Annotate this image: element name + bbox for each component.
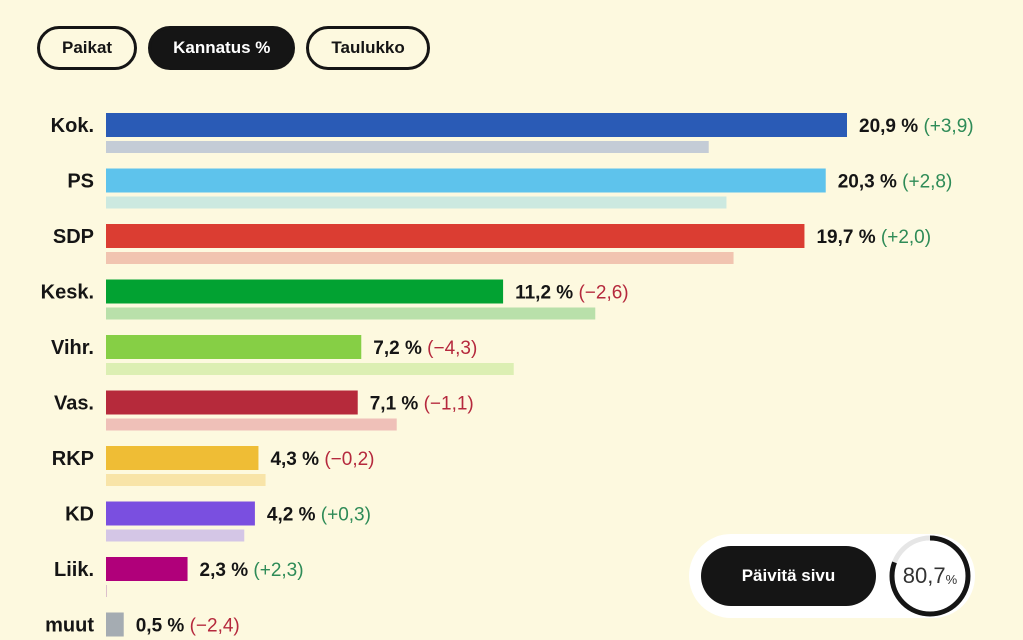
value-label-2: 19,7 % (+2,0)	[816, 227, 931, 248]
party-label-9: muut	[45, 615, 94, 637]
change-label-8: (+2,3)	[253, 560, 303, 581]
current-bar-4	[106, 335, 362, 359]
previous-bar-2	[106, 252, 734, 264]
progress-value: 80,7	[902, 563, 946, 588]
change-label-6: (−0,2)	[324, 449, 374, 470]
value-label-5: 7,1 % (−1,1)	[370, 394, 474, 415]
party-label-3: Kesk.	[41, 282, 94, 304]
change-label-3: (−2,6)	[578, 283, 628, 304]
value-label-8: 2,3 % (+2,3)	[200, 560, 304, 581]
current-bar-9	[106, 612, 124, 637]
current-bar-7	[106, 501, 255, 526]
value-label-9: 0,5 % (−2,4)	[136, 616, 240, 637]
tab-taulukko[interactable]: Taulukko	[306, 26, 430, 70]
current-bar-3	[106, 279, 504, 304]
party-label-1: PS	[67, 171, 94, 193]
previous-bar-7	[106, 529, 245, 542]
change-label-9: (−2,4)	[190, 616, 240, 637]
party-label-8: Liik.	[54, 559, 94, 581]
tab-kannatus[interactable]: Kannatus %	[148, 26, 296, 70]
counting-progress-label: 80,7%	[885, 534, 975, 618]
party-label-7: KD	[65, 504, 94, 526]
change-label-0: (+3,9)	[923, 116, 973, 137]
previous-bar-6	[106, 474, 266, 486]
value-label-6: 4,3 % (−0,2)	[270, 449, 374, 470]
refresh-page-button[interactable]: Päivitä sivu	[701, 546, 876, 606]
value-label-7: 4,2 % (+0,3)	[267, 505, 371, 526]
tab-paikat[interactable]: Paikat	[37, 26, 138, 70]
value-label-3: 11,2 % (−2,6)	[515, 283, 629, 304]
party-label-0: Kok.	[51, 115, 94, 137]
current-bar-8	[106, 557, 188, 581]
counting-progress-ring	[889, 535, 971, 617]
change-label-4: (−4,3)	[427, 338, 477, 359]
change-label-7: (+0,3)	[321, 505, 371, 526]
current-bar-2	[106, 224, 805, 248]
value-label-4: 7,2 % (−4,3)	[373, 338, 477, 359]
change-label-5: (−1,1)	[424, 394, 474, 415]
refresh-panel: Päivitä sivu 80,7%	[689, 534, 975, 618]
previous-bar-3	[106, 307, 596, 320]
value-label-1: 20,3 % (+2,8)	[838, 172, 953, 193]
change-label-1: (+2,8)	[902, 172, 952, 193]
party-label-4: Vihr.	[51, 337, 94, 359]
current-bar-5	[106, 390, 358, 415]
party-label-5: Vas.	[54, 393, 94, 415]
previous-bar-4	[106, 363, 514, 375]
party-label-6: RKP	[52, 448, 94, 470]
previous-bar-5	[106, 418, 397, 431]
current-bar-0	[106, 113, 847, 137]
progress-unit: %	[945, 571, 958, 587]
previous-bar-1	[106, 196, 727, 209]
previous-bar-8	[106, 585, 107, 597]
view-tabs: Paikat Kannatus % Taulukko	[37, 26, 430, 70]
current-bar-6	[106, 446, 259, 470]
value-label-0: 20,9 % (+3,9)	[859, 116, 974, 137]
party-label-2: SDP	[53, 226, 94, 248]
current-bar-1	[106, 168, 826, 193]
previous-bar-0	[106, 141, 709, 153]
change-label-2: (+2,0)	[881, 227, 931, 248]
